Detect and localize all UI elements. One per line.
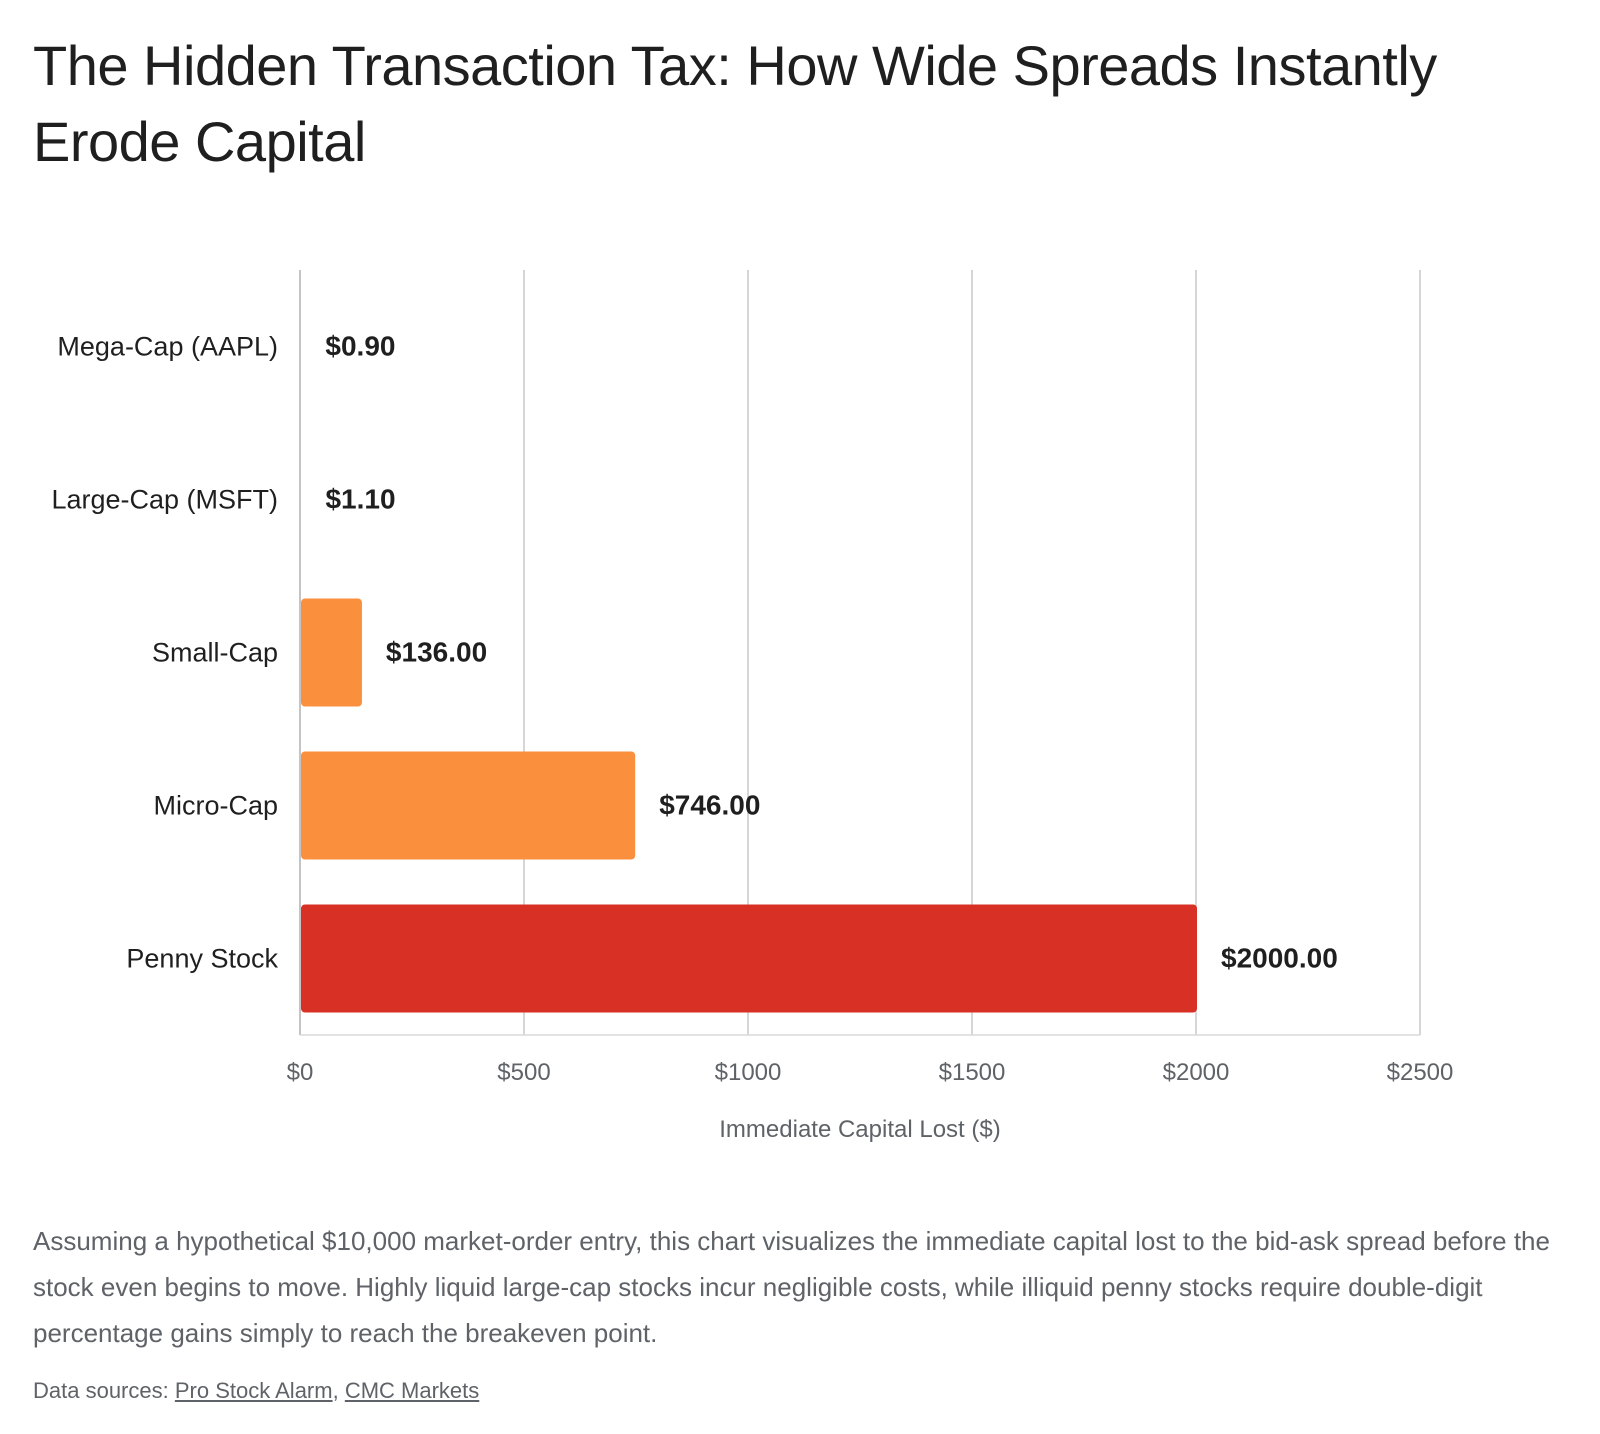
data-labels: $0.90 $1.10 $136.00 $746.00 $2000.00 <box>325 331 1337 974</box>
x-tick-label: $2000 <box>1163 1059 1230 1086</box>
data-label: $136.00 <box>386 637 487 668</box>
category-label: Mega-Cap (AAPL) <box>57 332 278 362</box>
x-tick-label: $0 <box>287 1059 314 1086</box>
category-label: Micro-Cap <box>153 791 278 821</box>
data-label: $2000.00 <box>1221 943 1338 974</box>
x-tick-label: $500 <box>497 1059 550 1086</box>
chart-title: The Hidden Transaction Tax: How Wide Spr… <box>33 34 1437 173</box>
data-label: $1.10 <box>325 484 395 515</box>
bar <box>301 598 362 707</box>
sources-label: Data sources: <box>33 1378 169 1403</box>
data-label: $746.00 <box>659 790 760 821</box>
category-label: Small-Cap <box>152 638 278 668</box>
gridlines <box>299 270 1421 1036</box>
source-link-pro-stock-alarm[interactable]: Pro Stock Alarm <box>174 1378 333 1403</box>
x-tick-label: $1500 <box>939 1059 1006 1086</box>
category-label: Penny Stock <box>126 944 278 974</box>
x-tick-label: $2500 <box>1387 1059 1454 1086</box>
category-labels: Mega-Cap (AAPL) Large-Cap (MSFT) Small-Cap… <box>51 332 278 974</box>
bar <box>301 751 636 860</box>
data-label: $0.90 <box>325 331 395 362</box>
bar <box>301 904 1197 1013</box>
x-tick-labels: $0 $500 $1000 $1500 $2000 $2500 <box>287 1059 1454 1086</box>
bar-chart: $0.90 $1.10 $136.00 $746.00 $2000.00 Mega-Ca… <box>51 270 1454 1143</box>
category-label: Large-Cap (MSFT) <box>51 485 278 515</box>
data-sources: Data sources: Pro Stock Alarm, CMC Marke… <box>33 1376 479 1406</box>
x-axis-title: Immediate Capital Lost ($) <box>719 1116 1000 1143</box>
source-link-cmc-markets[interactable]: CMC Markets <box>344 1378 480 1403</box>
x-tick-label: $1000 <box>715 1059 782 1086</box>
chart-caption: Assuming a hypothetical $10,000 market-o… <box>33 1226 1550 1348</box>
sources-separator: , <box>332 1378 339 1403</box>
bars <box>301 598 1197 1013</box>
